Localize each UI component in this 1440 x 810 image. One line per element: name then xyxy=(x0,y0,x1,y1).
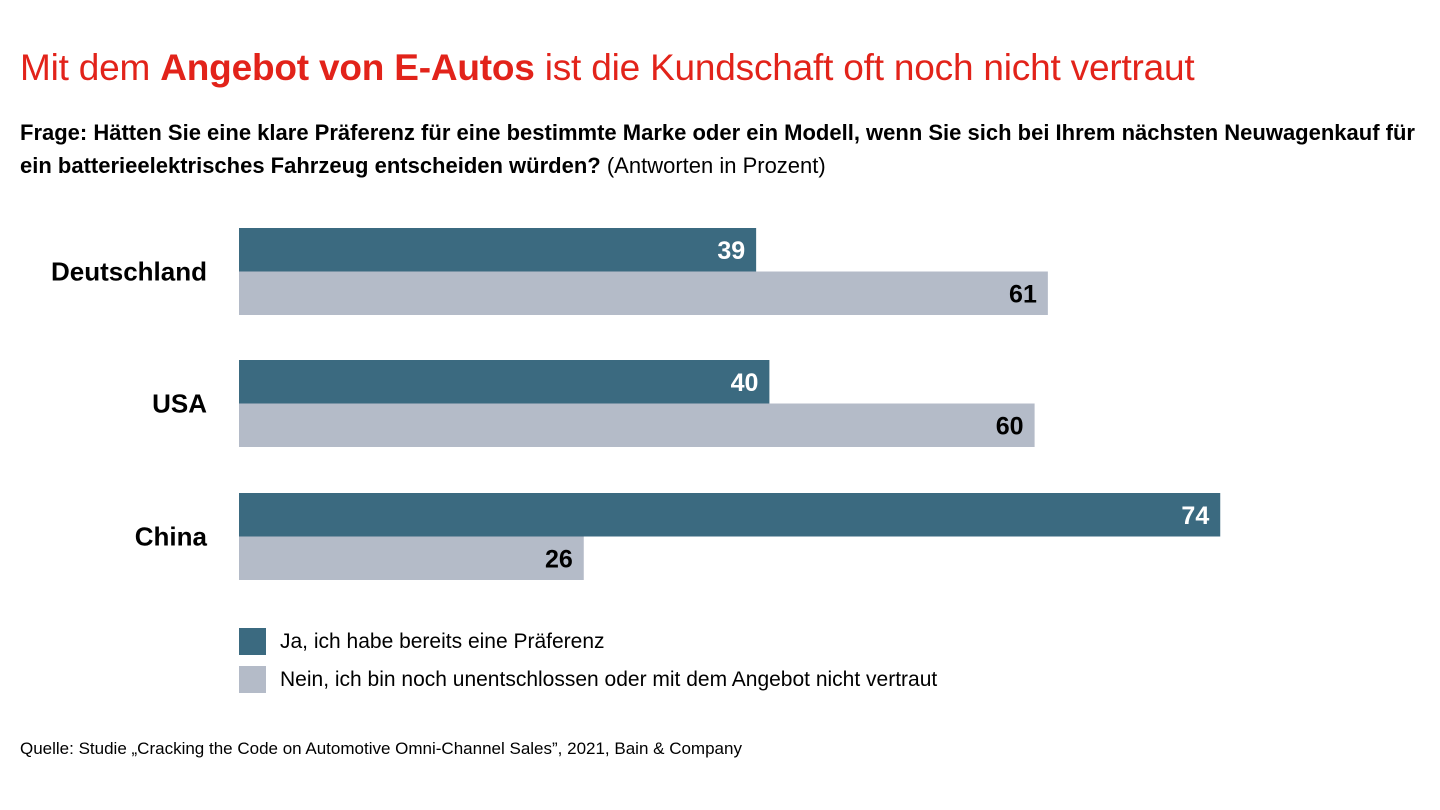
legend-swatch-no xyxy=(239,666,266,693)
legend-item-yes: Ja, ich habe bereits eine Präferenz xyxy=(239,628,937,655)
bar-deutschland-yes xyxy=(239,228,757,272)
chart-title: Mit dem Angebot von E-Autos ist die Kund… xyxy=(20,44,1195,92)
source-note: Quelle: Studie „Cracking the Code on Aut… xyxy=(20,739,742,758)
category-label-deutschland: Deutschland xyxy=(51,257,207,287)
data-label-usa-no: 60 xyxy=(996,412,1024,440)
bar-chart: Deutschland 39 61 USA 40 60 China 74 26 xyxy=(51,228,1221,580)
bar-usa-no xyxy=(239,403,1035,447)
bar-usa-yes xyxy=(239,360,770,404)
legend-label-yes: Ja, ich habe bereits eine Präferenz xyxy=(280,629,605,653)
data-label-china-yes: 74 xyxy=(1181,502,1209,530)
question-text: Frage: Hätten Sie eine klare Präferenz f… xyxy=(20,120,1415,178)
bar-deutschland-no xyxy=(239,271,1048,315)
title-part-1: Mit dem xyxy=(20,47,161,88)
legend-item-no: Nein, ich bin noch unentschlossen oder m… xyxy=(239,666,937,693)
bar-china-yes xyxy=(239,493,1221,537)
survey-question: Frage: Hätten Sie eine klare Präferenz f… xyxy=(20,116,1420,182)
category-label-china: China xyxy=(135,522,208,552)
legend-swatch-yes xyxy=(239,628,266,655)
data-label-china-no: 26 xyxy=(545,545,573,573)
title-highlight: Angebot von E-Autos xyxy=(160,47,535,88)
legend: Ja, ich habe bereits eine Präferenz Nein… xyxy=(239,628,937,704)
question-note: (Antworten in Prozent) xyxy=(600,153,826,178)
data-label-usa-yes: 40 xyxy=(731,369,759,397)
bar-china-no xyxy=(239,536,584,580)
title-part-2: ist die Kundschaft oft noch nicht vertra… xyxy=(534,47,1195,88)
category-label-usa: USA xyxy=(152,389,207,419)
data-label-deutschland-yes: 39 xyxy=(717,237,745,265)
data-label-deutschland-no: 61 xyxy=(1009,280,1037,308)
legend-label-no: Nein, ich bin noch unentschlossen oder m… xyxy=(280,667,938,691)
